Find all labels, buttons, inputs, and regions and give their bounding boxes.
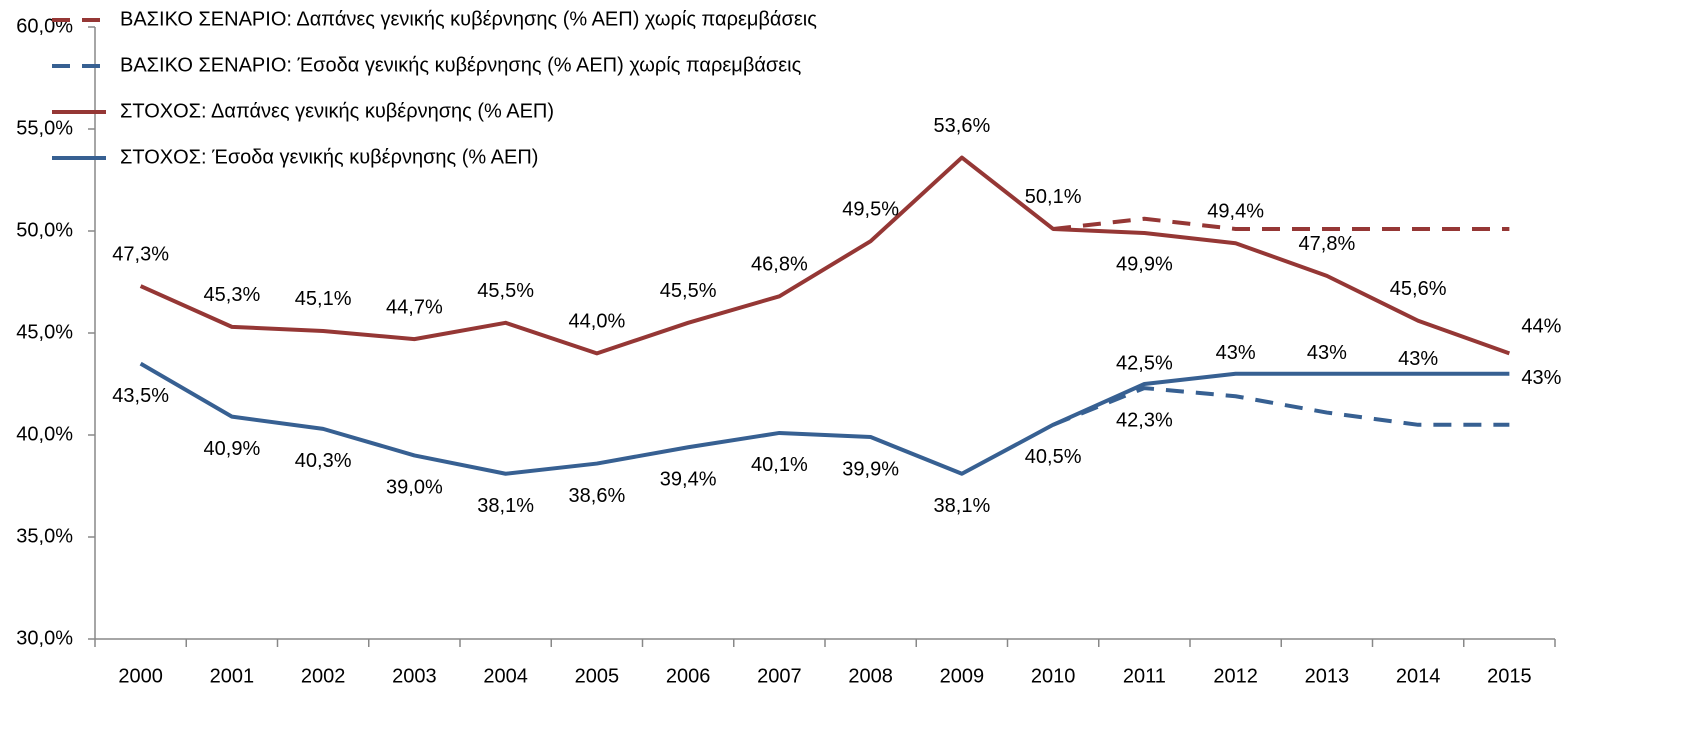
x-tick-label: 2000 (118, 665, 163, 687)
data-label: 47,3% (112, 243, 169, 265)
data-label: 44,0% (569, 311, 626, 333)
data-label: 45,3% (204, 284, 261, 306)
legend-label: ΒΑΣΙΚΟ ΣΕΝΑΡΙΟ: Έσοδα γενικής κυβέρνησης… (120, 54, 802, 76)
data-label: 44% (1521, 316, 1561, 338)
data-label: 47,8% (1299, 233, 1356, 255)
x-tick-label: 2013 (1305, 665, 1350, 687)
data-label: 53,6% (934, 115, 991, 137)
y-tick-label: 50,0% (16, 219, 73, 241)
x-tick-label: 2011 (1123, 665, 1166, 687)
data-label: 40,1% (751, 454, 808, 476)
legend-label: ΣΤΟΧΟΣ: Έσοδα γενικής κυβέρνησης (% ΑΕΠ) (120, 146, 538, 168)
series-line (139, 155, 1511, 356)
x-tick-label: 2012 (1213, 665, 1258, 687)
x-tick-label: 2015 (1487, 665, 1532, 687)
y-tick-label: 40,0% (16, 423, 73, 445)
legend-label: ΒΑΣΙΚΟ ΣΕΝΑΡΙΟ: Δαπάνες γενικής κυβέρνησ… (120, 8, 817, 30)
data-label: 43% (1521, 367, 1561, 389)
data-label: 43% (1398, 348, 1438, 370)
data-label: 46,8% (751, 254, 808, 276)
data-label: 40,3% (295, 450, 352, 472)
data-label: 50,1% (1025, 186, 1082, 208)
x-tick-label: 2007 (757, 665, 802, 687)
x-tick-label: 2001 (210, 665, 255, 687)
data-label: 39,9% (842, 458, 899, 480)
data-label: 39,4% (660, 469, 717, 491)
data-label: 45,1% (295, 288, 352, 310)
x-tick-label: 2003 (392, 665, 437, 687)
data-label: 49,9% (1116, 253, 1173, 275)
data-label: 45,5% (660, 280, 717, 302)
x-tick-label: 2006 (666, 665, 711, 687)
x-tick-label: 2005 (575, 665, 620, 687)
series-line (139, 361, 1510, 476)
legend-label: ΣΤΟΧΟΣ: Δαπάνες γενικής κυβέρνησης (% ΑΕ… (120, 100, 554, 122)
x-tick-label: 2004 (483, 665, 528, 687)
data-label: 40,9% (204, 438, 261, 460)
data-label: 45,6% (1390, 278, 1447, 300)
data-label: 38,1% (934, 495, 991, 517)
series-line (1052, 216, 1510, 231)
data-label: 42,5% (1116, 352, 1173, 374)
data-label: 38,1% (477, 495, 534, 517)
data-label: 49,4% (1207, 201, 1264, 223)
data-label: 40,5% (1025, 446, 1082, 468)
y-tick-label: 55,0% (16, 117, 73, 139)
data-label: 44,7% (386, 296, 443, 318)
data-label: 49,5% (842, 198, 899, 220)
x-tick-label: 2009 (940, 665, 985, 687)
data-label: 42,3% (1116, 409, 1173, 431)
data-label: 39,0% (386, 477, 443, 499)
data-label: 43% (1307, 342, 1347, 364)
x-tick-label: 2010 (1031, 665, 1076, 687)
data-label: 43,5% (112, 385, 169, 407)
data-label: 43% (1216, 342, 1256, 364)
y-tick-label: 30,0% (16, 627, 73, 649)
y-tick-label: 35,0% (16, 525, 73, 547)
x-tick-label: 2014 (1396, 665, 1441, 687)
x-tick-label: 2002 (301, 665, 346, 687)
data-label: 38,6% (569, 485, 626, 507)
data-label: 45,5% (477, 280, 534, 302)
y-tick-label: 45,0% (16, 321, 73, 343)
x-tick-label: 2008 (848, 665, 893, 687)
